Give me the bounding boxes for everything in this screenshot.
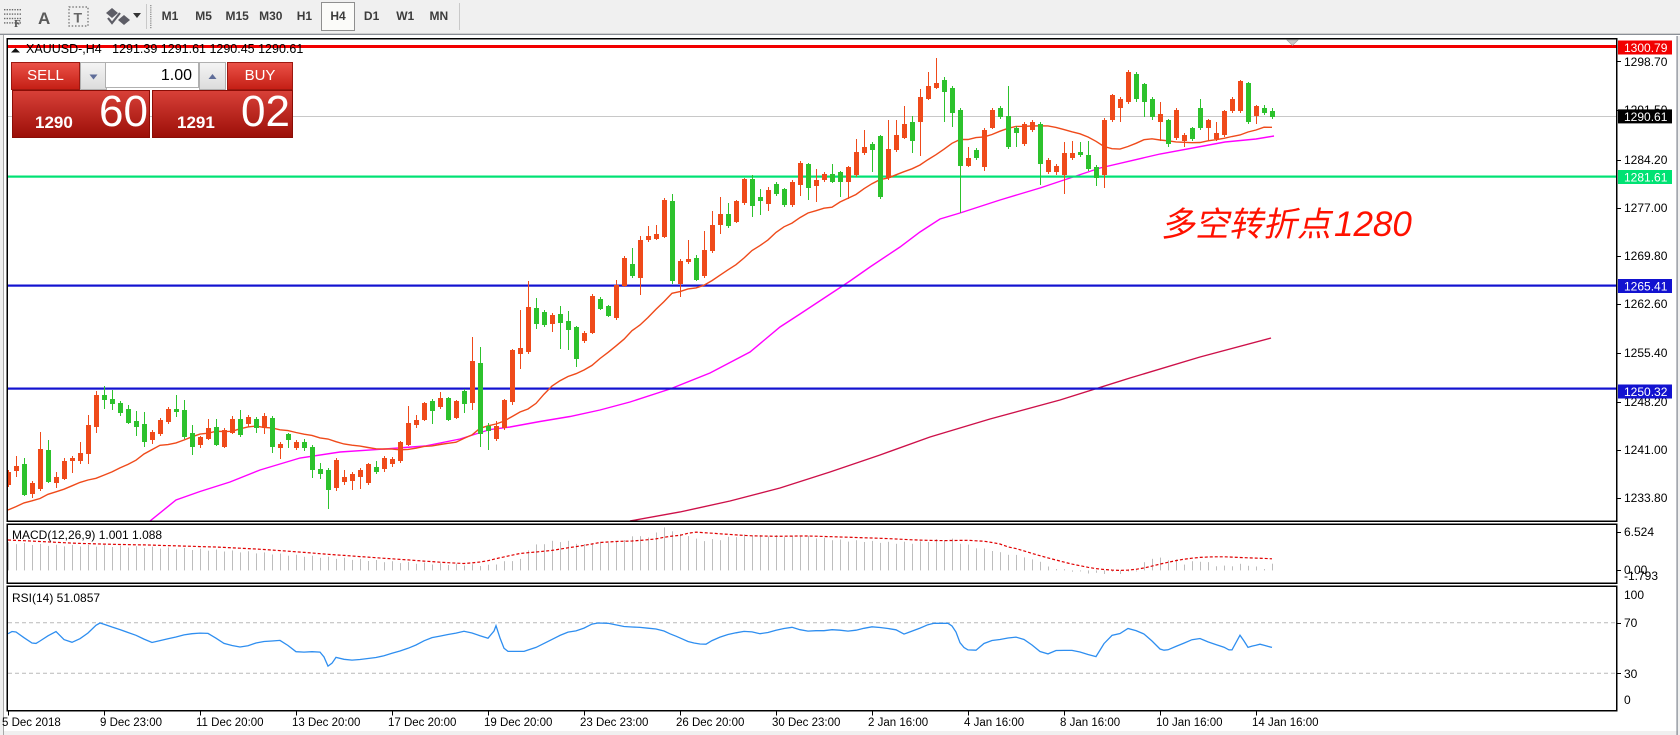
svg-text:F: F [14,18,21,30]
svg-text:70: 70 [1624,616,1638,630]
svg-text:RSI(14) 51.0857: RSI(14) 51.0857 [12,591,100,605]
svg-text:30 Dec 23:00: 30 Dec 23:00 [772,717,840,729]
svg-text:1284.20: 1284.20 [1624,153,1668,167]
svg-text:9 Dec 23:00: 9 Dec 23:00 [100,717,162,729]
svg-text:1300.79: 1300.79 [1624,41,1668,55]
svg-text:30: 30 [1624,667,1638,681]
svg-text:1241.00: 1241.00 [1624,443,1668,457]
svg-text:4 Jan 16:00: 4 Jan 16:00 [964,717,1024,729]
svg-text:1269.80: 1269.80 [1624,249,1668,263]
svg-text:1298.70: 1298.70 [1624,55,1668,69]
svg-text:1250.32: 1250.32 [1624,385,1668,399]
svg-text:26 Dec 20:00: 26 Dec 20:00 [676,717,744,729]
svg-text:MACD(12,26,9) 1.001 1.088: MACD(12,26,9) 1.001 1.088 [12,528,162,542]
svg-text:17 Dec 20:00: 17 Dec 20:00 [388,717,456,729]
svg-text:11 Dec 20:00: 11 Dec 20:00 [196,717,264,729]
svg-text:1265.41: 1265.41 [1624,279,1668,293]
svg-text:100: 100 [1624,588,1644,602]
svg-text:13 Dec 20:00: 13 Dec 20:00 [292,717,360,729]
svg-text:23 Dec 23:00: 23 Dec 23:00 [580,717,648,729]
svg-text:1233.80: 1233.80 [1624,491,1668,505]
svg-text:-1.793: -1.793 [1624,569,1658,583]
svg-text:8 Jan 16:00: 8 Jan 16:00 [1060,717,1120,729]
svg-text:1262.60: 1262.60 [1624,297,1668,311]
svg-text:6.524: 6.524 [1624,525,1654,539]
svg-text:1255.40: 1255.40 [1624,346,1668,360]
svg-text:2 Jan 16:00: 2 Jan 16:00 [868,717,928,729]
svg-text:10 Jan 16:00: 10 Jan 16:00 [1156,717,1223,729]
svg-text:19 Dec 20:00: 19 Dec 20:00 [484,717,552,729]
svg-text:0: 0 [1624,693,1631,707]
svg-text:1290.61: 1290.61 [1624,110,1668,124]
svg-text:T: T [74,10,83,26]
svg-text:0.00: 0.00 [1624,563,1648,577]
svg-text:XAUUSD-,H4 1291.39 1291.61 1: XAUUSD-,H4 1291.39 1291.61 1290.45 1290.… [26,42,303,56]
svg-text:A: A [38,9,50,28]
svg-text:14 Jan 16:00: 14 Jan 16:00 [1252,717,1319,729]
svg-text:1281.61: 1281.61 [1624,170,1668,184]
svg-text:1277.00: 1277.00 [1624,201,1668,215]
svg-text:5 Dec 2018: 5 Dec 2018 [2,717,61,729]
svg-text:1280: 1280 [1334,205,1412,244]
